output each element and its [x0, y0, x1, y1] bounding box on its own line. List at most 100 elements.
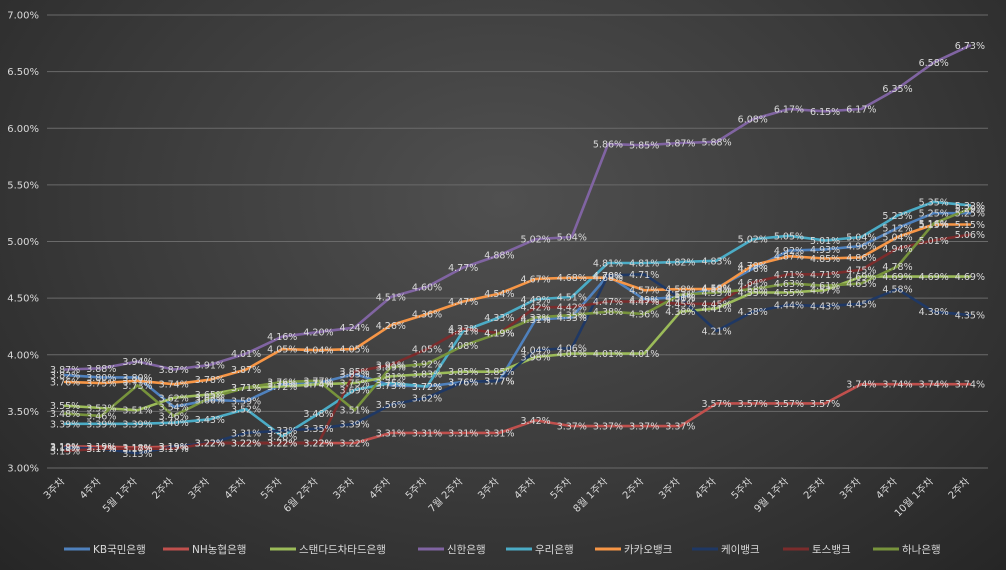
data-label: 4.38% — [593, 307, 623, 318]
y-axis: 3.00% 3.50% 4.00% 4.50% 5.00% 5.50% 6.00% 6.50%… — [7, 11, 39, 475]
x-tick-label: 5주차 — [548, 476, 574, 502]
y-tick-label: 3.00% — [7, 464, 39, 475]
data-label: 3.74% — [919, 380, 949, 391]
data-label: 3.51% — [122, 406, 152, 417]
legend[interactable]: KB국민은행 NH농협은행 스탠다드차타드은행 신한은행 우리은행 카카오뱅크 케이뱅크 토스… — [64, 543, 941, 556]
data-label: 3.72% — [267, 382, 297, 393]
data-label: 4.21% — [448, 326, 478, 337]
data-label: 3.37% — [629, 422, 659, 433]
data-label: 4.57% — [629, 286, 659, 297]
legend-label: 신한은행 — [447, 544, 486, 556]
data-label: 3.83% — [340, 370, 370, 381]
data-label: 3.22% — [231, 439, 261, 450]
legend-label: 카카오뱅크 — [624, 544, 673, 556]
data-label: 3.48% — [303, 409, 333, 420]
data-label: 4.67% — [521, 274, 551, 285]
data-label: 3.37% — [665, 422, 695, 433]
x-tick-label: 5주차 — [729, 476, 755, 502]
data-labels: 3.82% 3.80% 3.80%3.54%3.60% 3.59%3.74% 3.75%… — [50, 41, 985, 460]
data-label: 3.85% — [340, 367, 370, 378]
data-label: 4.68% — [557, 273, 587, 284]
data-label: 4.50% — [665, 294, 695, 305]
data-label: 4.71% — [810, 270, 840, 281]
x-tick-label: 3주차 — [656, 476, 682, 502]
data-label: 4.45% — [846, 299, 876, 310]
data-label: 3.74% — [159, 380, 189, 391]
data-label: 3.87% — [231, 365, 261, 376]
data-label: 4.33% — [557, 313, 587, 324]
data-label: 5.02% — [521, 235, 551, 246]
x-tick-label: 2주차 — [150, 476, 176, 502]
legend-label: 토스뱅크 — [812, 544, 851, 556]
data-label: 4.79% — [738, 261, 768, 272]
data-label: 3.57% — [701, 399, 731, 410]
data-label: 6.08% — [738, 115, 768, 126]
data-label: 3.22% — [231, 439, 261, 450]
data-label: 4.51% — [376, 292, 406, 303]
data-label: 4.35% — [557, 311, 587, 322]
data-label: 4.68% — [593, 273, 623, 284]
data-label: 3.80% — [86, 373, 116, 384]
data-label: 4.42% — [521, 303, 551, 314]
data-label: 3.76% — [448, 377, 478, 388]
data-label: 5.01% — [919, 236, 949, 247]
y-tick-label: 6.00% — [7, 124, 39, 135]
data-label: 3.22% — [267, 439, 297, 450]
data-label: 4.01% — [231, 349, 261, 360]
data-label: 5.04% — [882, 232, 912, 243]
data-label: 4.57% — [810, 286, 840, 297]
data-label: 4.42% — [557, 303, 587, 314]
data-label: 3.85% — [448, 367, 478, 378]
data-label: 3.22% — [195, 439, 225, 450]
x-tick-label: 4주차 — [693, 476, 719, 502]
data-label: 4.69% — [882, 272, 912, 283]
y-tick-label: 4.50% — [7, 294, 39, 305]
data-label: 4.16% — [267, 332, 297, 343]
data-label: 4.51% — [665, 292, 695, 303]
legend-label: 우리은행 — [535, 544, 574, 556]
data-label: 4.05% — [340, 345, 370, 356]
data-label: 4.60% — [412, 282, 442, 293]
data-label: 6.73% — [955, 41, 985, 52]
data-label: 5.29% — [955, 204, 985, 215]
data-label: 5.02% — [738, 235, 768, 246]
data-label: 3.76% — [50, 377, 80, 388]
data-label: 4.20% — [303, 328, 333, 339]
data-label: 5.04% — [557, 232, 587, 243]
data-label: 3.31% — [231, 428, 261, 439]
data-label: 3.17% — [86, 444, 116, 455]
x-tick-label: 2주차 — [801, 476, 827, 502]
data-label: 3.37% — [557, 422, 587, 433]
data-label: 6.58% — [919, 58, 949, 69]
data-label: 3.72% — [412, 382, 442, 393]
data-label: 4.69% — [846, 272, 876, 283]
data-label: 3.76% — [448, 377, 478, 388]
data-label: 3.42% — [521, 416, 551, 427]
data-label: 5.88% — [701, 137, 731, 148]
data-label: 4.78% — [882, 262, 912, 273]
y-tick-label: 5.00% — [7, 237, 39, 248]
data-label: 4.55% — [738, 288, 768, 299]
y-tick-label: 3.50% — [7, 407, 39, 418]
data-label: 4.38% — [665, 307, 695, 318]
x-tick-label: 8월 1주차 — [571, 476, 610, 515]
x-tick-label: 4주차 — [77, 476, 103, 502]
data-label: 3.75% — [340, 379, 370, 390]
data-label: 5.32% — [955, 201, 985, 212]
data-label: 4.47% — [448, 297, 478, 308]
data-label: 3.76% — [267, 377, 297, 388]
data-label: 3.69% — [340, 385, 370, 396]
data-label: 3.89% — [376, 363, 406, 374]
data-label: 4.49% — [629, 295, 659, 306]
x-tick-label: 4주차 — [222, 476, 248, 502]
data-label: 4.24% — [340, 323, 370, 334]
data-label: 3.15% — [50, 447, 80, 458]
data-label: 3.52% — [231, 405, 261, 416]
legend-label: 스탠다드차타드은행 — [299, 544, 386, 556]
data-label: 3.13% — [122, 449, 152, 460]
data-label: 6.15% — [810, 107, 840, 118]
data-label: 3.22% — [340, 439, 370, 450]
data-label: 4.05% — [412, 345, 442, 356]
data-label: 4.01% — [629, 349, 659, 360]
